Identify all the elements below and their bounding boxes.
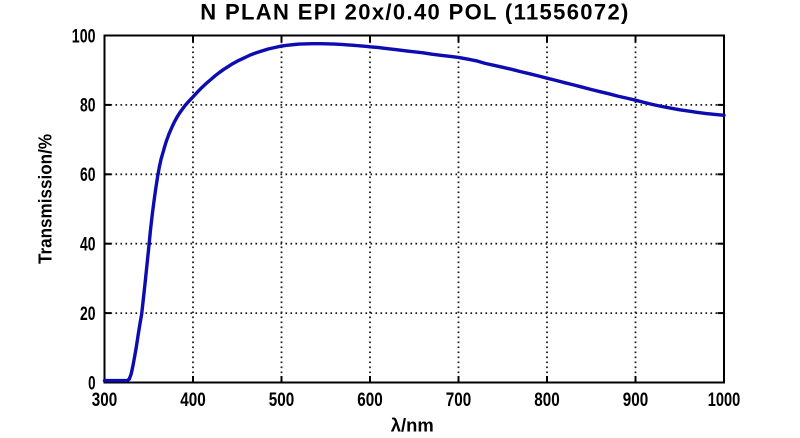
svg-text:500: 500 [269, 390, 294, 411]
svg-text:N PLAN EPI 20x/0.40 POL (11556: N PLAN EPI 20x/0.40 POL (11556072) [200, 0, 629, 25]
svg-text:80: 80 [80, 96, 96, 117]
svg-text:600: 600 [357, 390, 382, 411]
svg-text:Transmission/%: Transmission/% [35, 134, 56, 264]
svg-text:0: 0 [88, 373, 95, 394]
svg-text:300: 300 [92, 390, 117, 411]
svg-text:400: 400 [180, 390, 205, 411]
svg-text:60: 60 [80, 165, 96, 186]
svg-text:20: 20 [80, 304, 96, 325]
svg-text:40: 40 [80, 235, 96, 256]
svg-text:800: 800 [534, 390, 559, 411]
svg-text:900: 900 [623, 390, 648, 411]
svg-text:700: 700 [446, 390, 471, 411]
svg-text:λ/nm: λ/nm [391, 415, 434, 436]
svg-text:1000: 1000 [708, 390, 741, 411]
svg-text:100: 100 [72, 26, 96, 47]
